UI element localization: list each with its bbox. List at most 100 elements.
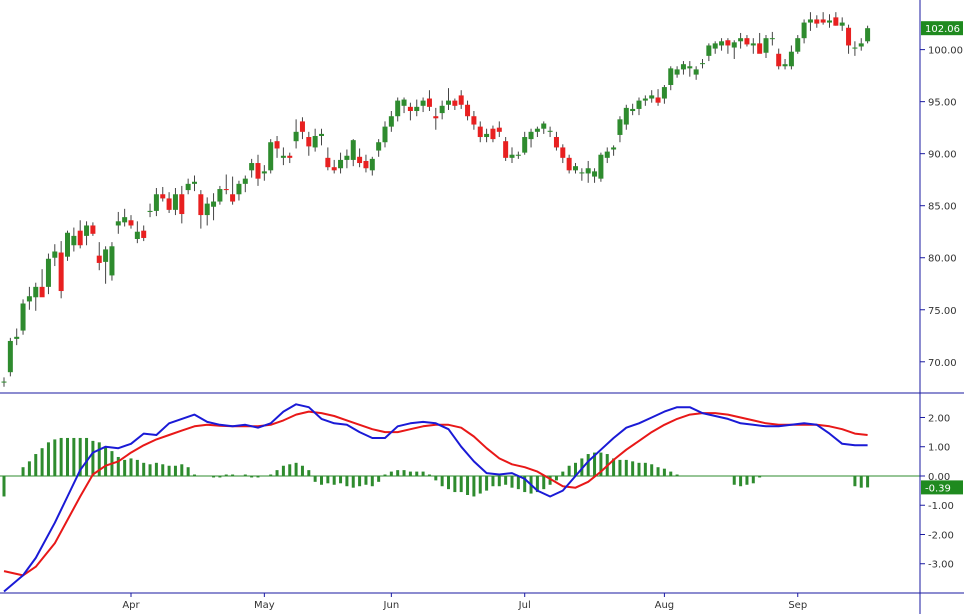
histogram-bar bbox=[567, 465, 571, 476]
indicator-last-label: -0.39 bbox=[925, 483, 951, 494]
candle-body bbox=[731, 42, 737, 48]
candle-body bbox=[617, 119, 623, 135]
histogram-bar bbox=[472, 475, 476, 497]
candle bbox=[439, 100, 445, 120]
candle-body bbox=[407, 106, 413, 112]
histogram-bar bbox=[231, 474, 235, 476]
candle bbox=[795, 35, 801, 54]
candle-body bbox=[223, 189, 229, 191]
histogram-bar bbox=[224, 474, 228, 476]
candle bbox=[465, 100, 471, 121]
candle-body bbox=[426, 98, 432, 107]
candle-body bbox=[503, 141, 509, 158]
histogram-bar bbox=[364, 475, 368, 485]
histogram-bar bbox=[116, 456, 120, 476]
histogram-bar bbox=[523, 475, 527, 493]
candle bbox=[541, 121, 547, 134]
candle bbox=[655, 89, 661, 106]
histogram-bar bbox=[377, 475, 381, 482]
candle bbox=[738, 32, 744, 49]
histogram-bar bbox=[97, 442, 101, 476]
candle bbox=[7, 337, 13, 377]
candle-body bbox=[636, 100, 642, 109]
candle-body bbox=[33, 286, 39, 298]
indicator-panel: 2.00 1.00 0.00 -1.00 -2.00 -3.00 -0.39 bbox=[0, 403, 963, 593]
candle bbox=[744, 35, 750, 47]
candle bbox=[20, 299, 26, 335]
candle-body bbox=[763, 38, 769, 53]
candle-body bbox=[166, 198, 172, 210]
candle bbox=[553, 131, 559, 151]
histogram-bar bbox=[212, 475, 216, 478]
candle bbox=[598, 152, 604, 182]
candle bbox=[547, 126, 553, 138]
candle bbox=[363, 154, 369, 173]
candle-body bbox=[7, 340, 13, 373]
candle bbox=[585, 160, 591, 183]
candle-body bbox=[122, 217, 128, 223]
histogram-bar bbox=[459, 475, 463, 493]
candle bbox=[617, 116, 623, 143]
candle-body bbox=[579, 172, 585, 174]
histogram-bar bbox=[478, 475, 482, 494]
histogram-bar bbox=[516, 475, 520, 490]
histogram-bar bbox=[745, 475, 749, 485]
candle bbox=[407, 102, 413, 121]
candle bbox=[39, 269, 45, 298]
candle-body bbox=[96, 255, 102, 263]
candle bbox=[846, 24, 852, 54]
candle bbox=[820, 12, 826, 25]
candle bbox=[369, 156, 375, 176]
candle-body bbox=[750, 43, 756, 46]
candle bbox=[395, 97, 401, 122]
candle-body bbox=[376, 142, 382, 151]
histogram-bar bbox=[535, 475, 539, 493]
candle bbox=[433, 107, 439, 130]
candle bbox=[865, 25, 871, 44]
candle-body bbox=[211, 201, 217, 207]
candle-body bbox=[782, 64, 788, 67]
histogram-bar bbox=[180, 464, 184, 476]
candle-body bbox=[420, 100, 426, 106]
histogram-bar bbox=[739, 475, 743, 487]
histogram-bar bbox=[396, 470, 400, 476]
candle bbox=[712, 41, 718, 54]
histogram-bar bbox=[91, 440, 95, 476]
candle bbox=[833, 12, 839, 26]
histogram-bar bbox=[599, 452, 603, 476]
candle bbox=[566, 154, 572, 174]
candle bbox=[217, 185, 223, 205]
candle-body bbox=[39, 286, 45, 298]
candle-body bbox=[185, 183, 191, 191]
candle-body bbox=[604, 151, 610, 158]
candle bbox=[255, 154, 261, 186]
candle-body bbox=[172, 194, 178, 210]
candle-body bbox=[630, 108, 636, 112]
candle bbox=[477, 121, 483, 143]
x-tick-label: Jun bbox=[383, 600, 400, 611]
histogram-bar bbox=[40, 448, 44, 476]
candle bbox=[52, 244, 58, 267]
candle-body bbox=[700, 63, 705, 65]
candle bbox=[230, 176, 236, 205]
histogram-bar bbox=[662, 468, 666, 476]
candle bbox=[700, 58, 705, 69]
candle bbox=[312, 128, 318, 152]
candle-body bbox=[642, 98, 648, 101]
histogram-bar bbox=[46, 442, 50, 476]
candle-body bbox=[192, 181, 197, 184]
histogram-bar bbox=[2, 475, 6, 497]
candle bbox=[376, 139, 382, 157]
histogram-bar bbox=[631, 461, 635, 476]
indicator-tick-label: -2.00 bbox=[928, 530, 954, 541]
histogram-bar bbox=[618, 459, 622, 476]
histogram-bar bbox=[612, 458, 616, 476]
candle-body bbox=[382, 126, 388, 143]
candle-body bbox=[592, 171, 598, 177]
histogram-bar bbox=[193, 474, 196, 476]
candle bbox=[325, 147, 331, 171]
histogram-bar bbox=[300, 465, 304, 476]
candle bbox=[528, 128, 534, 148]
histogram-bar bbox=[453, 475, 457, 493]
candle bbox=[693, 66, 699, 80]
